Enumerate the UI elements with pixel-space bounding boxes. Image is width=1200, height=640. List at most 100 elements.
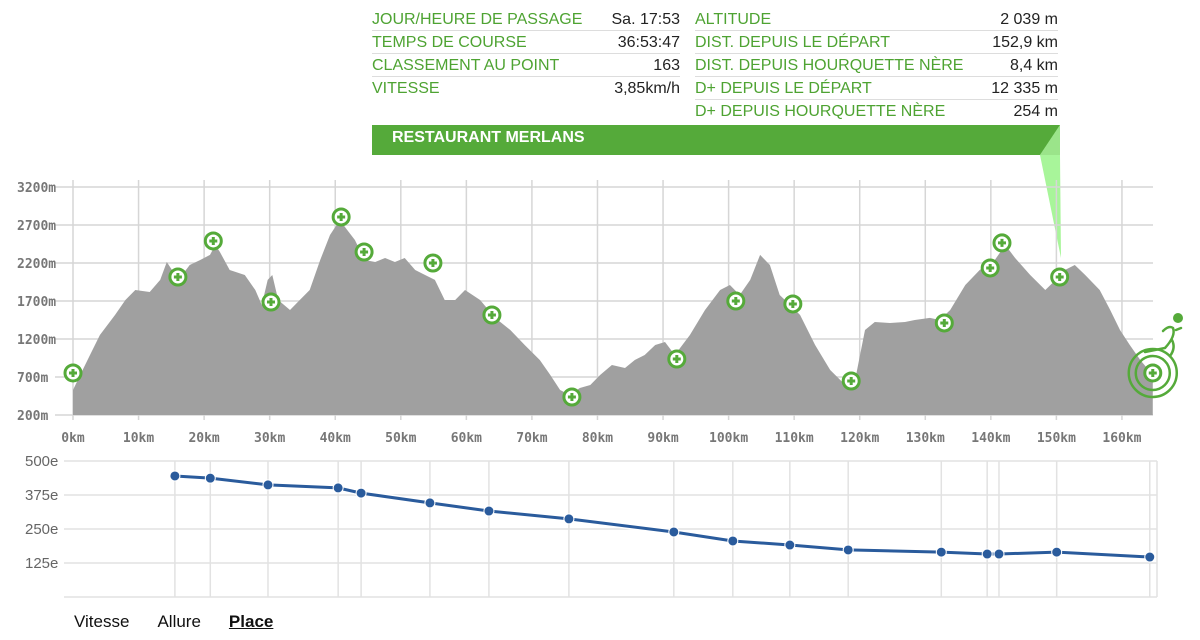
checkpoint-marker: [423, 253, 443, 273]
runner-head: [1173, 313, 1183, 323]
x-tick-label: 90km: [647, 431, 678, 446]
info-value: 254 m: [1013, 103, 1058, 120]
tooltip-pointer-corner: [1040, 125, 1060, 155]
x-tick-label: 100km: [709, 431, 748, 446]
y-tick-label: 700m: [17, 371, 48, 386]
plus-icon: [997, 238, 1006, 247]
x-tick-label: 110km: [775, 431, 814, 446]
tab-allure[interactable]: Allure: [157, 612, 201, 631]
tab-vitesse[interactable]: Vitesse: [74, 612, 130, 631]
checkpoint-marker: [667, 349, 687, 369]
x-tick-label: 30km: [254, 431, 285, 446]
lower-chart-tabs: Vitesse Allure Place: [74, 612, 273, 632]
runner-ring-inner: [1134, 354, 1172, 392]
x-tick-label: 50km: [385, 431, 416, 446]
y-tick-label: 1200m: [17, 333, 56, 348]
x-tick-label: 40km: [320, 431, 351, 446]
plus-icon: [986, 263, 995, 272]
place-point: [169, 470, 181, 482]
plus-icon: [428, 259, 437, 267]
plus-icon: [567, 392, 576, 401]
info-row: DIST. DEPUIS LE DÉPART 152,9 km: [695, 31, 1058, 54]
place-point: [424, 497, 436, 509]
y-tick-label: 2200m: [17, 257, 56, 272]
plus-icon: [847, 377, 856, 386]
y-tick-label: 2700m: [17, 219, 56, 234]
place-point: [332, 482, 344, 494]
place-point: [563, 513, 575, 525]
runner-body: [1143, 325, 1183, 358]
checkpoint-marker: [726, 291, 746, 311]
info-label: JOUR/HEURE DE PASSAGE: [372, 11, 583, 28]
y-tick-label: 200m: [17, 409, 48, 424]
plus-icon: [1055, 272, 1064, 281]
plus-icon: [209, 236, 218, 245]
info-value: 2 039 m: [1000, 11, 1058, 28]
x-tick-label: 60km: [451, 431, 482, 446]
checkpoint-marker: [1050, 267, 1070, 287]
passage-info-right: ALTITUDE 2 039 m DIST. DEPUIS LE DÉPART 152…: [695, 8, 1058, 123]
info-row: D+ DEPUIS LE DÉPART 12 335 m: [695, 77, 1058, 100]
y-tick-label: 125e: [25, 555, 58, 572]
checkpoint-marker: [63, 363, 83, 383]
info-value: 8,4 km: [1009, 57, 1058, 74]
info-label: DIST. DEPUIS HOURQUETTE NÈRE: [695, 57, 964, 74]
place-point: [262, 479, 274, 491]
checkpoint-marker: [562, 387, 582, 407]
place-line: [174, 474, 1150, 559]
place-point: [204, 472, 216, 484]
checkpoint-marker: [980, 258, 1000, 278]
x-tick-label: 140km: [971, 431, 1010, 446]
place-point: [784, 539, 796, 551]
info-row: D+ DEPUIS HOURQUETTE NÈRE 254 m: [695, 100, 1058, 123]
plus-icon: [788, 299, 797, 308]
info-row: VITESSE 3,85km/h: [372, 77, 680, 100]
x-tick-label: 80km: [582, 431, 613, 446]
checkpoint-marker: [354, 242, 374, 262]
checkpoint-marker: [482, 305, 502, 325]
tab-place[interactable]: Place: [228, 612, 274, 631]
info-row: DIST. DEPUIS HOURQUETTE NÈRE 8,4 km: [695, 54, 1058, 77]
y-tick-label: 3200m: [17, 181, 56, 196]
plus-icon: [1148, 368, 1157, 377]
plus-icon: [360, 247, 369, 256]
info-label: D+ DEPUIS LE DÉPART: [695, 80, 872, 97]
place-point: [842, 544, 854, 556]
checkpoint-marker: [841, 371, 861, 391]
y-tick-label: 500e: [25, 453, 58, 470]
checkpoint-marker: [783, 294, 803, 314]
place-point: [993, 548, 1005, 560]
place-point: [483, 505, 495, 517]
y-tick-label: 250e: [25, 521, 58, 538]
y-tick-label: 375e: [25, 487, 58, 504]
plus-icon: [69, 368, 77, 377]
runner-ring-outer: [1127, 347, 1179, 399]
info-value: 3,85km/h: [614, 80, 680, 97]
plus-icon: [672, 354, 681, 363]
plus-icon: [487, 310, 496, 319]
place-point: [727, 535, 739, 547]
checkpoint-marker: [992, 233, 1012, 253]
plus-icon: [266, 297, 275, 306]
place-point: [355, 487, 367, 499]
plus-icon: [173, 272, 182, 281]
place-point: [1051, 546, 1063, 558]
info-row: JOUR/HEURE DE PASSAGE Sa. 17:53: [372, 8, 680, 31]
x-tick-label: 70km: [516, 431, 547, 446]
info-value: 12 335 m: [991, 80, 1058, 97]
info-value: Sa. 17:53: [611, 11, 681, 28]
place-point: [935, 546, 947, 558]
checkpoint-marker: [331, 207, 351, 227]
info-label: VITESSE: [372, 80, 440, 97]
info-row: TEMPS DE COURSE 36:53:47: [372, 31, 680, 54]
info-row: ALTITUDE 2 039 m: [695, 8, 1058, 31]
plus-icon: [940, 318, 949, 327]
x-tick-label: 120km: [840, 431, 879, 446]
info-label: DIST. DEPUIS LE DÉPART: [695, 34, 891, 51]
y-tick-label: 1700m: [17, 295, 56, 310]
checkpoint-marker: [1143, 363, 1163, 383]
info-label: CLASSEMENT AU POINT: [372, 57, 560, 74]
info-value: 163: [653, 57, 680, 74]
info-label: D+ DEPUIS HOURQUETTE NÈRE: [695, 103, 946, 120]
